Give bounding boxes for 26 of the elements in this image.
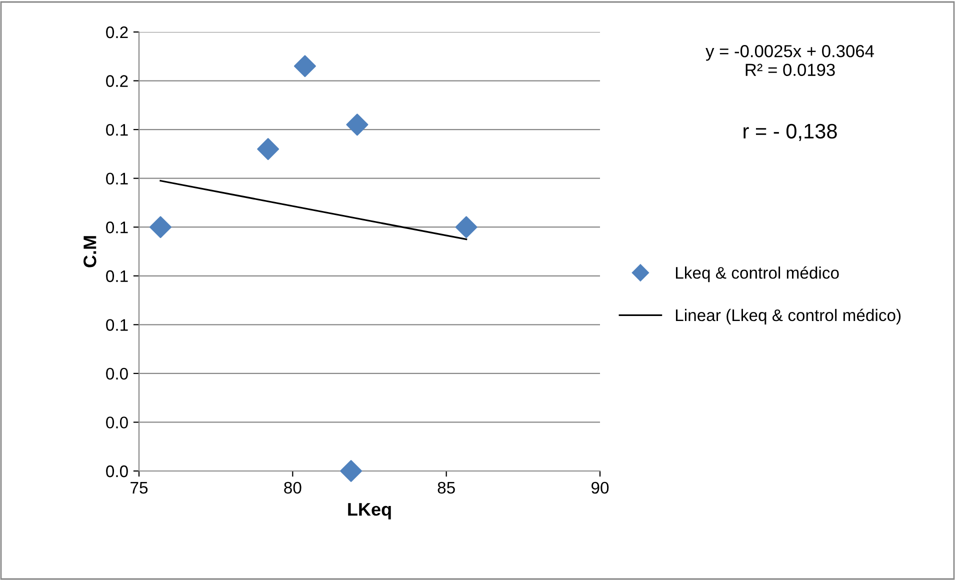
legend-label: Linear (Lkeq & control médico) <box>676 308 901 324</box>
x-tick-label: 90 <box>592 482 609 494</box>
y-tick-label: 0.0 <box>106 465 128 478</box>
x-tick-label: 85 <box>438 482 455 494</box>
y-tick-label: 0.2 <box>106 26 128 38</box>
legend-label: Lkeq & control médico <box>676 266 839 282</box>
y-tick-label: 0.1 <box>106 270 128 282</box>
x-tick-label: 75 <box>130 482 148 494</box>
y-tick-label: 0.1 <box>106 172 128 185</box>
y-tick-label: 0.2 <box>106 75 128 87</box>
text: y = -0.0025x + 0.3064 R² = 0.0193 <box>706 45 874 76</box>
text: r = - 0,138 <box>744 124 837 142</box>
y-axis-title: C.M <box>84 236 96 268</box>
y-tick-label: 0.1 <box>106 222 128 234</box>
y-tick-label: 0.1 <box>106 319 128 331</box>
point <box>150 216 172 238</box>
point <box>346 114 368 136</box>
point <box>340 460 362 482</box>
y-tick-label: 0.0 <box>106 368 128 380</box>
point <box>294 55 316 78</box>
point <box>257 138 280 160</box>
x-axis-title: LKeq <box>348 503 391 520</box>
x-tick-label: 80 <box>284 482 302 494</box>
y-tick-label: 0.0 <box>106 416 128 428</box>
y-tick-label: 0.1 <box>106 124 128 136</box>
point <box>455 216 478 238</box>
